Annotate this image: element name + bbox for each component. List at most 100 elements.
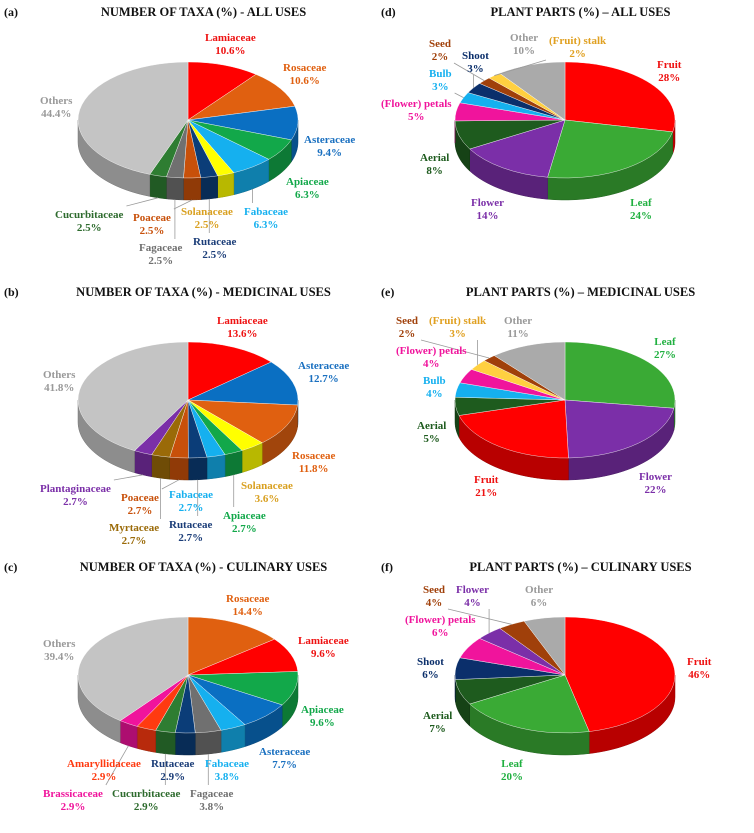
slice-value: 4% [426, 388, 443, 400]
slice-label: Solanaceae [181, 206, 233, 218]
leader-line [454, 92, 464, 98]
panel-letter: (c) [4, 560, 18, 574]
slice-value: 2.7% [122, 535, 147, 547]
slice-value: 4% [426, 597, 443, 609]
pie-sides [77, 399, 299, 481]
slice-label: Others [43, 638, 76, 650]
slice-value: 2.5% [77, 222, 102, 234]
slice-label: Aerial [417, 420, 446, 432]
leader-lines [105, 745, 209, 786]
pie-slice [493, 341, 566, 401]
slice-label: (Flower) petals [396, 345, 467, 357]
slice-label: Plantaginaceae [40, 483, 111, 495]
slice-label: (Fruit) stalk [429, 315, 487, 327]
slice-label: (Fruit) stalk [549, 35, 607, 47]
slice-value: 2.7% [178, 532, 203, 544]
slice-value: 2.9% [160, 771, 185, 783]
pie-top [454, 61, 676, 179]
pie-slice-side [195, 730, 222, 756]
slice-label: Solanaceae [241, 480, 293, 492]
slice-value: 14.4% [233, 606, 263, 618]
slice-value: 9.6% [310, 717, 335, 729]
slice-value: 7% [429, 723, 446, 735]
pie-slice [547, 119, 673, 179]
slice-label: Leaf [654, 336, 676, 348]
pie-slice-side [183, 177, 201, 201]
panel-d: (d) PLANT PARTS (%) – ALL USES Fruit 28% L… [377, 0, 754, 278]
slice-value: 20% [501, 771, 523, 783]
slice-value: 12.7% [309, 373, 339, 385]
slice-value: 6% [531, 597, 548, 609]
slice-value: 6.3% [295, 189, 320, 201]
slice-label: Rutaceae [169, 519, 212, 531]
panel-letter: (d) [381, 5, 396, 19]
pie-slice [187, 341, 272, 401]
pie-slice-side [188, 456, 208, 481]
leader-lines [113, 474, 235, 519]
slice-label: Lamiaceae [298, 635, 349, 647]
pie-slice [564, 61, 676, 133]
slice-label: Flower [456, 584, 489, 596]
pie-top [454, 341, 676, 459]
pie-sides [77, 119, 299, 201]
slice-value: 44.4% [41, 108, 71, 120]
slice-label: Rosaceae [283, 62, 326, 74]
leader-lines [453, 59, 547, 98]
leader-line [453, 62, 485, 81]
slice-value: 2% [399, 328, 416, 340]
slice-value: 3.6% [255, 493, 280, 505]
slice-label: Seed [396, 315, 418, 327]
slice-label: Bulb [429, 68, 452, 80]
pie-slice [187, 361, 299, 406]
pie-slice-side [224, 450, 243, 477]
pie-slice [469, 674, 590, 734]
slice-value: 28% [658, 72, 680, 84]
slice-value: 5% [423, 433, 440, 445]
slice-label: Lamiaceae [217, 315, 268, 327]
panel-letter: (e) [381, 285, 395, 299]
slice-label: Cucurbitaceae [112, 788, 181, 800]
slice-value: 2.7% [63, 496, 88, 508]
slice-label: Fabaceae [205, 758, 249, 770]
panel-c: (c) NUMBER OF TAXA (%) - CULINARY USES R… [0, 555, 377, 833]
slice-value: 22% [644, 484, 666, 496]
slice-value: 8% [426, 165, 443, 177]
slice-label: Fruit [657, 59, 682, 71]
pie-slice-side [155, 730, 176, 755]
pie-slice [77, 61, 189, 175]
slice-value: 6% [432, 627, 449, 639]
pie-slice-side [134, 450, 152, 478]
pie-slice [187, 616, 275, 676]
leader-line [173, 199, 193, 210]
pie-chart: Lamiaceae10.6%Rosaceae10.6%Asteraceae9.4… [40, 32, 355, 267]
panel-f: (f) PLANT PARTS (%) – CULINARY USES Frui… [377, 555, 754, 833]
slice-label: Rosaceae [292, 450, 335, 462]
panel-e: (e) PLANT PARTS (%) – MEDICINAL USES Lea… [377, 280, 754, 558]
leader-line [126, 197, 159, 207]
pie-slice [564, 616, 676, 732]
slice-value: 2.9% [92, 771, 117, 783]
